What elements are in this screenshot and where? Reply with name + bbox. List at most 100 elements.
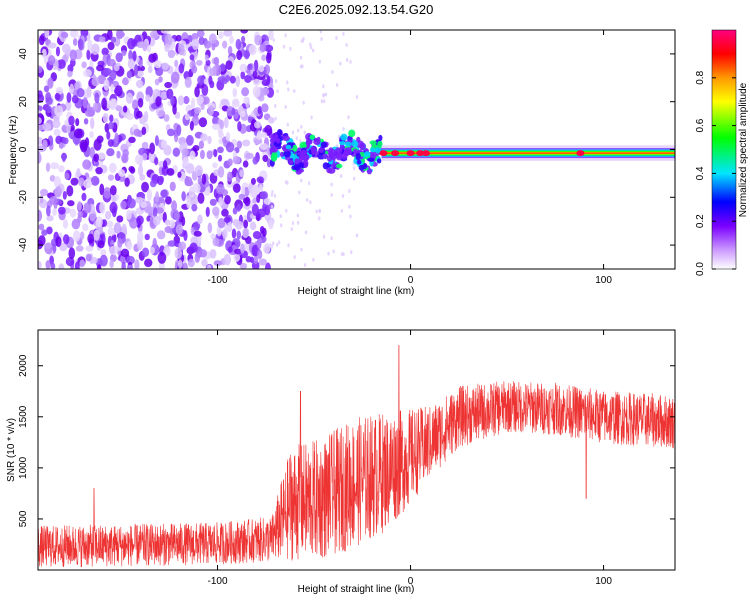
spectrogram-noise-blob bbox=[73, 128, 83, 139]
spectrogram-faint-dot bbox=[347, 115, 350, 120]
spectrogram-faint-dot bbox=[300, 178, 303, 183]
spectrogram-noise-blob bbox=[116, 150, 121, 159]
spectrogram-noise-blob bbox=[65, 256, 75, 267]
spectrogram-noise-blob bbox=[188, 186, 195, 198]
spectrogram-noise-blob bbox=[232, 218, 240, 227]
spectrogram-noise-blob bbox=[139, 174, 146, 181]
spectrogram-wobble-blob bbox=[301, 143, 307, 148]
spectrogram-noise-blob bbox=[135, 196, 144, 204]
spectrogram-noise-blob bbox=[132, 99, 139, 111]
spectrogram-noise-blob bbox=[225, 74, 231, 82]
spectrogram-noise-blob bbox=[158, 76, 163, 83]
spectrogram-noise-blob bbox=[251, 185, 259, 197]
spectrogram-noise-blob bbox=[67, 70, 73, 78]
spectrogram-noise-blob bbox=[221, 208, 229, 217]
spectrogram-noise-blob bbox=[109, 70, 117, 81]
spectrogram-noise-blob bbox=[38, 93, 45, 103]
spectrogram-noise-blob bbox=[212, 65, 217, 77]
spectrogram-wobble-blob bbox=[302, 156, 309, 162]
spectrogram-faint-dot bbox=[324, 92, 328, 97]
spectrogram-noise-blob bbox=[189, 120, 194, 131]
spectrogram-wobble-blob bbox=[313, 138, 321, 146]
spectrogram-noise-blob bbox=[240, 30, 249, 34]
spectrogram-noise-blob bbox=[225, 131, 231, 142]
spectrogram-noise-blob bbox=[109, 245, 118, 256]
spectrogram-noise-blob bbox=[77, 201, 82, 211]
spectrogram-noise-blob bbox=[77, 38, 84, 50]
spectrogram-faint-dot bbox=[310, 115, 313, 120]
spectrogram-noise-blob bbox=[117, 237, 123, 248]
spectrogram-faint-dot bbox=[274, 79, 278, 84]
spectrogram-wobble-blob bbox=[367, 157, 375, 162]
spectrogram-noise-blob bbox=[148, 53, 156, 63]
spectrogram-noise-blob bbox=[213, 260, 223, 267]
y-tick-label: 1000 bbox=[18, 456, 29, 479]
spectrogram-noise-blob bbox=[161, 62, 169, 71]
spectrogram-noise-blob bbox=[258, 184, 264, 194]
spectrogram-noise-blob bbox=[178, 241, 187, 251]
spectrogram-noise-blob bbox=[65, 100, 72, 111]
spectrogram-noise-blob bbox=[102, 112, 109, 123]
spectrogram-faint-dot bbox=[349, 59, 352, 64]
spectrogram-noise-blob bbox=[109, 185, 117, 196]
spectrogram-wobble-blob bbox=[344, 141, 352, 147]
spectrogram-noise-blob bbox=[97, 240, 105, 249]
spectrogram-wobble-blob bbox=[328, 147, 334, 153]
spectrogram-wobble-blob bbox=[304, 142, 311, 150]
spectrogram-noise-blob bbox=[184, 113, 190, 121]
spectrogram-noise-blob bbox=[106, 148, 115, 157]
spectrogram-noise-blob bbox=[240, 243, 245, 254]
spectrogram-noise-blob bbox=[259, 143, 269, 151]
spectrogram-noise-blob bbox=[252, 85, 261, 98]
spectrogram-noise-blob bbox=[122, 77, 129, 86]
spectrogram-noise-blob bbox=[212, 206, 220, 216]
colorbar-tick-label: 0.0 bbox=[695, 262, 706, 276]
spectrogram-noise-blob bbox=[268, 219, 274, 230]
spectrogram-noise-blob bbox=[85, 245, 94, 252]
spectrogram-noise-blob bbox=[126, 209, 132, 220]
spectrogram-noise-blob bbox=[41, 48, 47, 59]
spectrogram-marks bbox=[38, 30, 675, 269]
spectrogram-faint-dot bbox=[286, 80, 289, 85]
spectrogram-wobble-blob bbox=[335, 163, 343, 169]
spectrogram-noise-blob bbox=[213, 56, 220, 66]
spectrogram-noise-blob bbox=[198, 36, 205, 46]
spectrogram-noise-blob bbox=[253, 256, 259, 265]
spectrogram-noise-blob bbox=[158, 110, 166, 117]
spectrogram-noise-blob bbox=[251, 260, 260, 269]
spectrogram-noise-blob bbox=[167, 128, 176, 137]
spectrogram-faint-dot bbox=[276, 89, 279, 94]
spectrogram-noise-blob bbox=[107, 58, 116, 67]
spectrogram-noise-blob bbox=[197, 214, 203, 225]
spectrogram-noise-blob bbox=[89, 146, 95, 159]
spectrogram-wobble-blob bbox=[320, 141, 327, 148]
spectrogram-noise-blob bbox=[62, 219, 69, 229]
spectrogram-noise-blob bbox=[153, 60, 162, 69]
spectrogram-noise-blob bbox=[99, 254, 108, 267]
spectrogram-wobble-blob bbox=[335, 152, 343, 161]
spectrogram-noise-blob bbox=[259, 226, 265, 234]
spectrogram-noise-blob bbox=[262, 154, 269, 163]
spectrogram-noise-blob bbox=[196, 30, 205, 38]
spectrogram-wobble-blob bbox=[326, 167, 332, 174]
spectrogram-noise-blob bbox=[59, 242, 68, 252]
spectrogram-noise-blob bbox=[265, 262, 271, 269]
spectrogram-noise-blob bbox=[259, 43, 267, 53]
spectrogram-noise-blob bbox=[126, 264, 134, 269]
spectrogram-noise-blob bbox=[201, 173, 207, 185]
spectrogram-noise-blob bbox=[83, 179, 93, 189]
snr-series-line bbox=[38, 344, 675, 568]
spectrogram-noise-blob bbox=[156, 230, 166, 240]
spectrogram-noise-blob bbox=[52, 208, 57, 216]
spectrogram-noise-blob bbox=[225, 60, 233, 70]
spectrogram-noise-blob bbox=[141, 126, 147, 136]
spectrogram-faint-dot bbox=[318, 216, 321, 221]
spectrogram-noise-blob bbox=[45, 91, 52, 102]
y-tick-label: -40 bbox=[18, 237, 29, 252]
spectrogram-noise-blob bbox=[190, 97, 196, 110]
spectrogram-noise-blob bbox=[205, 206, 210, 218]
spectrogram-noise-blob bbox=[144, 258, 153, 268]
spectrogram-noise-blob bbox=[177, 95, 185, 106]
spectrogram-noise-blob bbox=[264, 64, 271, 75]
spectrogram-hotspot bbox=[391, 150, 400, 157]
